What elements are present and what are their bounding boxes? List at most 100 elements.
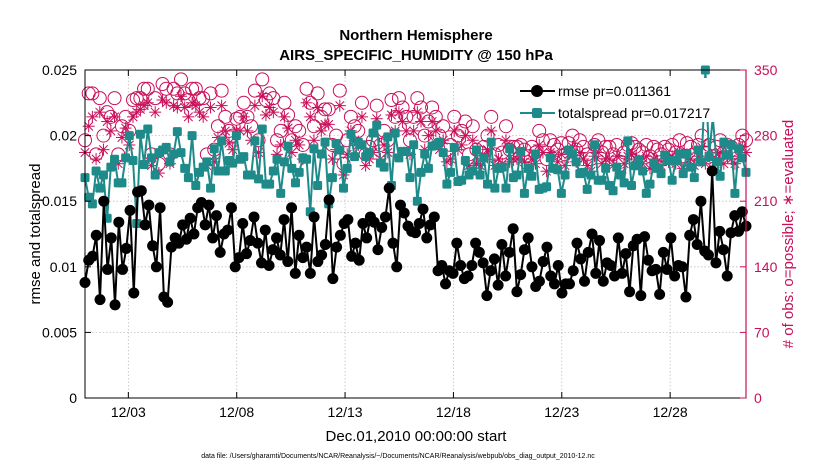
obs-possible-marker (137, 81, 152, 96)
rmse-point (323, 194, 335, 206)
obs-possible-marker (458, 114, 473, 129)
rmse-point (590, 267, 602, 279)
spread-point (693, 145, 703, 155)
rmse-point (304, 267, 316, 279)
rmse-point (616, 267, 628, 279)
rmse-point (120, 242, 132, 254)
spread-point (686, 162, 696, 172)
rmse-point (597, 275, 609, 287)
spread-point (519, 188, 529, 198)
rmse-point (714, 225, 726, 237)
obs-evaluated-marker (411, 106, 424, 119)
spread-point (91, 166, 101, 176)
spread-point (342, 163, 352, 173)
y-right-tick-label: 140 (754, 259, 778, 275)
rmse-point (113, 216, 125, 228)
rmse-point (361, 232, 373, 244)
rmse-point (579, 275, 591, 287)
obs-possible-marker (288, 119, 303, 134)
spread-point (161, 142, 171, 152)
obs-possible-marker (258, 92, 273, 107)
obs-possible-marker (273, 123, 288, 138)
spread-point (627, 180, 637, 190)
obs-evaluated-marker (104, 124, 117, 137)
rmse-point (594, 235, 606, 247)
rmse-point (105, 232, 117, 244)
rmse-point (289, 267, 301, 279)
spread-point (556, 188, 566, 198)
spread-point (608, 186, 618, 196)
spread-point (545, 153, 555, 163)
spread-point (623, 136, 633, 146)
rmse-point (286, 202, 298, 214)
obs-possible-marker (262, 86, 277, 101)
spread-point (98, 170, 108, 180)
rmse-point (691, 238, 703, 250)
rmse-point (642, 254, 654, 266)
spread-point (309, 144, 319, 154)
obs-possible-marker (332, 83, 347, 98)
rmse-point (676, 261, 688, 273)
rmse-point (665, 232, 677, 244)
rmse-point (248, 211, 260, 223)
spread-point (106, 162, 116, 172)
legend-spread-marker (532, 108, 542, 118)
legend-rmse-label: rmse pr=0.011361 (558, 83, 671, 99)
spread-point (191, 180, 201, 190)
rmse-point (492, 279, 504, 291)
obs-evaluated-marker (156, 93, 169, 106)
rmse-point (605, 259, 617, 271)
spread-point (442, 179, 452, 189)
rmse-point (624, 286, 636, 298)
rmse-point (620, 248, 632, 260)
obs-evaluated-marker (175, 90, 188, 103)
spread-point (615, 170, 625, 180)
rmse-point (466, 259, 478, 271)
rmse-point (387, 237, 399, 249)
rmse-point (214, 246, 226, 258)
rmse-point (102, 263, 114, 275)
rmse-point (398, 207, 410, 219)
spread-point (294, 167, 304, 177)
obs-evaluated-marker (355, 110, 368, 123)
obs-evaluated-marker (466, 134, 479, 147)
rmse-point (533, 275, 545, 287)
spread-point (183, 173, 193, 183)
rmse-point (669, 270, 681, 282)
rmse-point (372, 244, 384, 256)
y-left-tick-label: 0.02 (50, 128, 77, 144)
spread-point (675, 149, 685, 159)
obs-evaluated-marker (400, 124, 413, 137)
obs-possible-marker (321, 102, 336, 117)
rmse-point (710, 257, 722, 269)
rmse-point (184, 212, 196, 224)
spread-point (335, 145, 345, 155)
spread-point (316, 149, 326, 159)
spread-point (87, 199, 97, 209)
rmse-point (485, 265, 497, 277)
rmse-point (297, 252, 309, 264)
spread-point (726, 140, 736, 150)
obs-evaluated-marker (311, 101, 324, 114)
legend-spread-label: totalspread pr=0.017217 (558, 105, 710, 121)
spread-point (254, 174, 264, 184)
spread-point (135, 129, 145, 139)
spread-point (150, 170, 160, 180)
rmse-point (612, 232, 624, 244)
spread-point (486, 137, 496, 147)
legend-rmse-marker (531, 85, 543, 97)
obs-evaluated-marker (237, 110, 250, 123)
spread-point (542, 182, 552, 192)
rmse-point (154, 202, 166, 214)
obs-possible-marker (425, 100, 440, 115)
obs-evaluated-marker (426, 115, 439, 128)
obs-evaluated-marker (178, 101, 191, 114)
obs-evaluated-marker (86, 110, 99, 123)
spread-point (143, 124, 153, 134)
spread-point (401, 146, 411, 156)
rmse-point (541, 241, 553, 253)
rmse-point (650, 263, 662, 275)
y-left-tick-label: 0.01 (50, 259, 77, 275)
obs-possible-marker (196, 91, 211, 106)
